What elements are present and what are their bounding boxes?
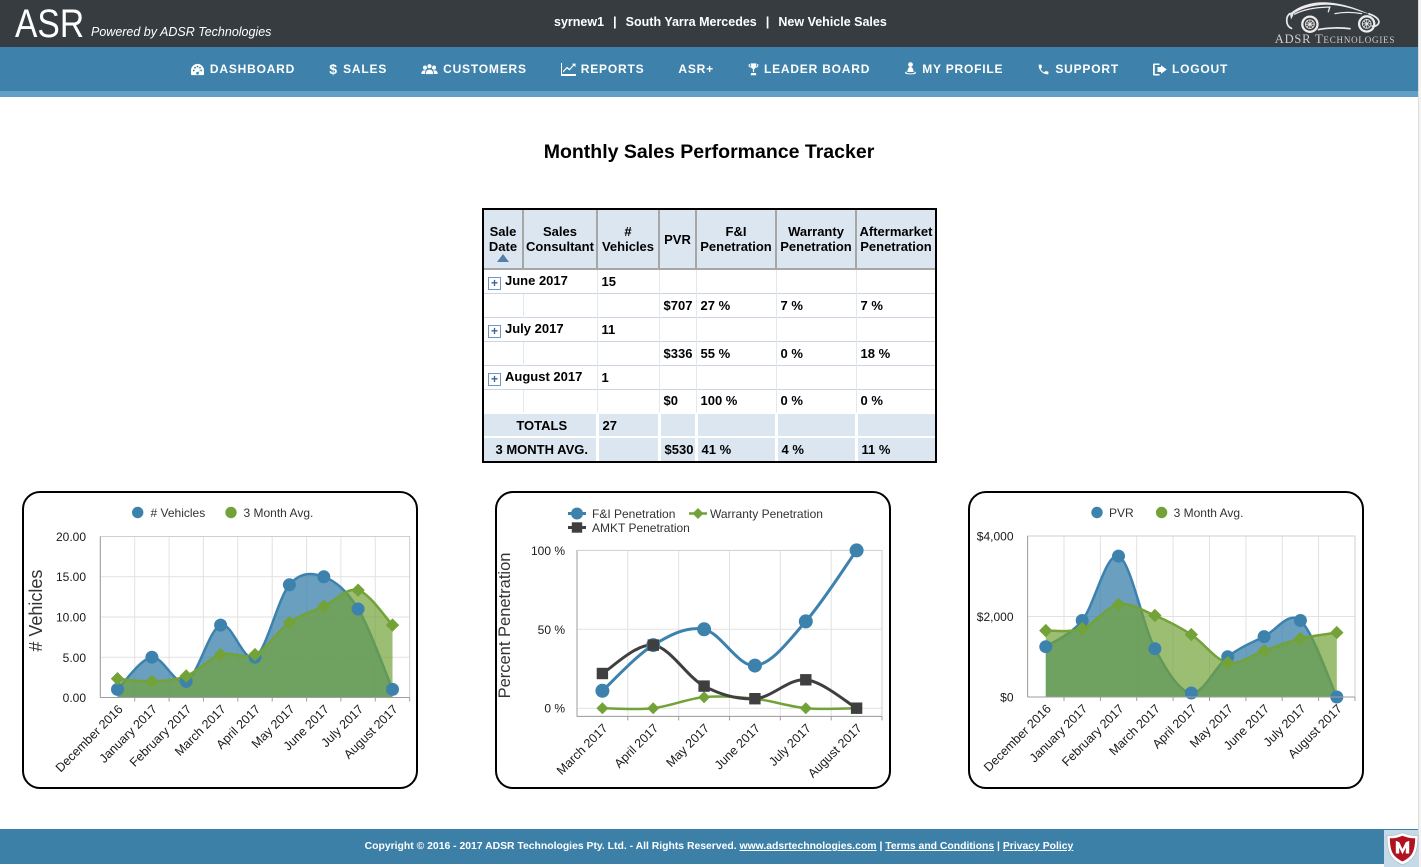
svg-text:May 2017: May 2017 <box>663 721 712 770</box>
svg-text:50 %: 50 % <box>538 623 566 637</box>
svg-text:ADSR Technologies: ADSR Technologies <box>1275 32 1395 46</box>
svg-text:0 %: 0 % <box>544 702 565 716</box>
svg-text:AMKT Penetration: AMKT Penetration <box>592 521 690 535</box>
svg-text:# Vehicles: # Vehicles <box>151 506 206 520</box>
svg-text:F&I Penetration: F&I Penetration <box>592 507 675 521</box>
svg-text:$2,000: $2,000 <box>977 610 1014 624</box>
svg-text:# Vehicles: # Vehicles <box>26 570 46 652</box>
svg-text:July 2017: July 2017 <box>766 721 814 769</box>
svg-text:100 %: 100 % <box>531 544 565 558</box>
svg-text:5.00: 5.00 <box>63 651 87 665</box>
svg-text:3 Month Avg.: 3 Month Avg. <box>1174 506 1244 520</box>
svg-text:April 2017: April 2017 <box>612 721 662 771</box>
svg-text:$4,000: $4,000 <box>977 530 1014 544</box>
svg-text:3 Month Avg.: 3 Month Avg. <box>244 506 314 520</box>
svg-text:June 2017: June 2017 <box>712 721 763 772</box>
svg-text:15.00: 15.00 <box>56 570 86 584</box>
svg-text:PVR: PVR <box>1109 506 1134 520</box>
svg-text:20.00: 20.00 <box>56 530 86 544</box>
svg-text:0.00: 0.00 <box>63 691 87 705</box>
svg-text:$: $ <box>329 62 338 76</box>
svg-text:Percent Penetration: Percent Penetration <box>496 553 514 699</box>
svg-text:August 2017: August 2017 <box>805 721 865 781</box>
svg-text:$0: $0 <box>1000 691 1014 705</box>
svg-text:Warranty Penetration: Warranty Penetration <box>710 507 823 521</box>
svg-text:March 2017: March 2017 <box>554 721 611 778</box>
svg-text:10.00: 10.00 <box>56 611 86 625</box>
